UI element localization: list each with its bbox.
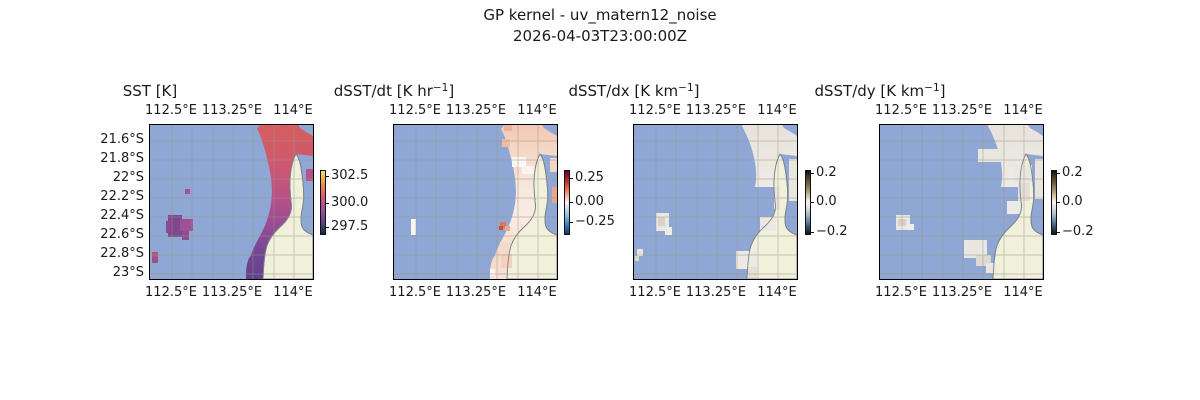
colorbar-tick [1057,173,1060,174]
xtick-top: 113.25°E [685,103,747,118]
xtick-top: 114°E [273,103,313,118]
colorbar-tick-label: 0.0 [816,194,837,209]
xtick-top: 112.5°E [389,103,441,118]
dsst-dx-colorbar [805,170,811,235]
ytick: 22.6°S [100,227,144,242]
colorbar-tick-label: 0.2 [816,165,837,180]
ytick: 22.2°S [100,189,144,204]
xtick-bottom: 114°E [1003,285,1043,300]
ytick: 21.6°S [100,132,144,147]
colorbar-tick-label: 297.5 [331,219,369,234]
colorbar-tick [570,202,573,203]
dsst-dx-map [633,124,798,280]
xtick-bottom: 112.5°E [145,285,197,300]
colorbar-tick-label: 302.5 [331,168,369,183]
colorbar-tick [1057,202,1060,203]
ytick: 21.8°S [100,151,144,166]
xtick-top: 113.25°E [201,103,263,118]
xtick-bottom: 113.25°E [445,285,507,300]
colorbar-tick [1057,232,1060,233]
panel-title-dsst-dt: dSST/dt [K hr−1] [333,82,455,100]
colorbar-tick [570,222,573,223]
dsst-dt-colorbar [564,170,570,235]
ytick: 23°S [112,265,144,280]
dsst-dy-colorbar [1051,170,1057,235]
colorbar-tick [326,203,329,204]
xtick-top: 114°E [517,103,557,118]
colorbar-tick-label: 0.00 [575,194,604,209]
colorbar-tick-label: −0.25 [575,214,615,229]
xtick-bottom: 113.25°E [685,285,747,300]
colorbar-tick-label: 0.25 [575,170,604,185]
colorbar-tick [811,232,814,233]
xtick-bottom: 112.5°E [875,285,927,300]
xtick-bottom: 113.25°E [931,285,993,300]
xtick-top: 114°E [757,103,797,118]
xtick-top: 112.5°E [875,103,927,118]
colorbar-tick [326,227,329,228]
xtick-top: 113.25°E [931,103,993,118]
sst-map [149,124,314,280]
colorbar-tick [811,202,814,203]
xtick-top: 112.5°E [629,103,681,118]
xtick-bottom: 112.5°E [629,285,681,300]
ytick: 22.4°S [100,208,144,223]
panel-title-sst: SST [K] [122,82,178,100]
sst-colorbar [320,170,326,235]
colorbar-tick-label: −0.2 [1062,224,1094,239]
colorbar-tick-label: −0.2 [816,224,848,239]
xtick-top: 113.25°E [445,103,507,118]
colorbar-tick-label: 0.0 [1062,194,1083,209]
xtick-bottom: 114°E [273,285,313,300]
figure-title-line2: 2026-04-03T23:00:00Z [513,27,687,45]
colorbar-tick-label: 0.2 [1062,165,1083,180]
xtick-bottom: 114°E [757,285,797,300]
ytick: 22.8°S [100,246,144,261]
xtick-top: 114°E [1003,103,1043,118]
xtick-bottom: 113.25°E [201,285,263,300]
panel-title-dsst-dy: dSST/dy [K km−1] [814,82,946,100]
colorbar-tick [570,178,573,179]
colorbar-tick [326,176,329,177]
xtick-bottom: 112.5°E [389,285,441,300]
colorbar-tick-label: 300.0 [331,195,369,210]
figure-title-line1: GP kernel - uv_matern12_noise [483,6,717,24]
xtick-bottom: 114°E [517,285,557,300]
ytick: 22°S [112,170,144,185]
colorbar-tick [811,173,814,174]
xtick-top: 112.5°E [145,103,197,118]
dsst-dy-map [879,124,1044,280]
dsst-dt-map [393,124,558,280]
panel-title-dsst-dx: dSST/dx [K km−1] [568,82,700,100]
